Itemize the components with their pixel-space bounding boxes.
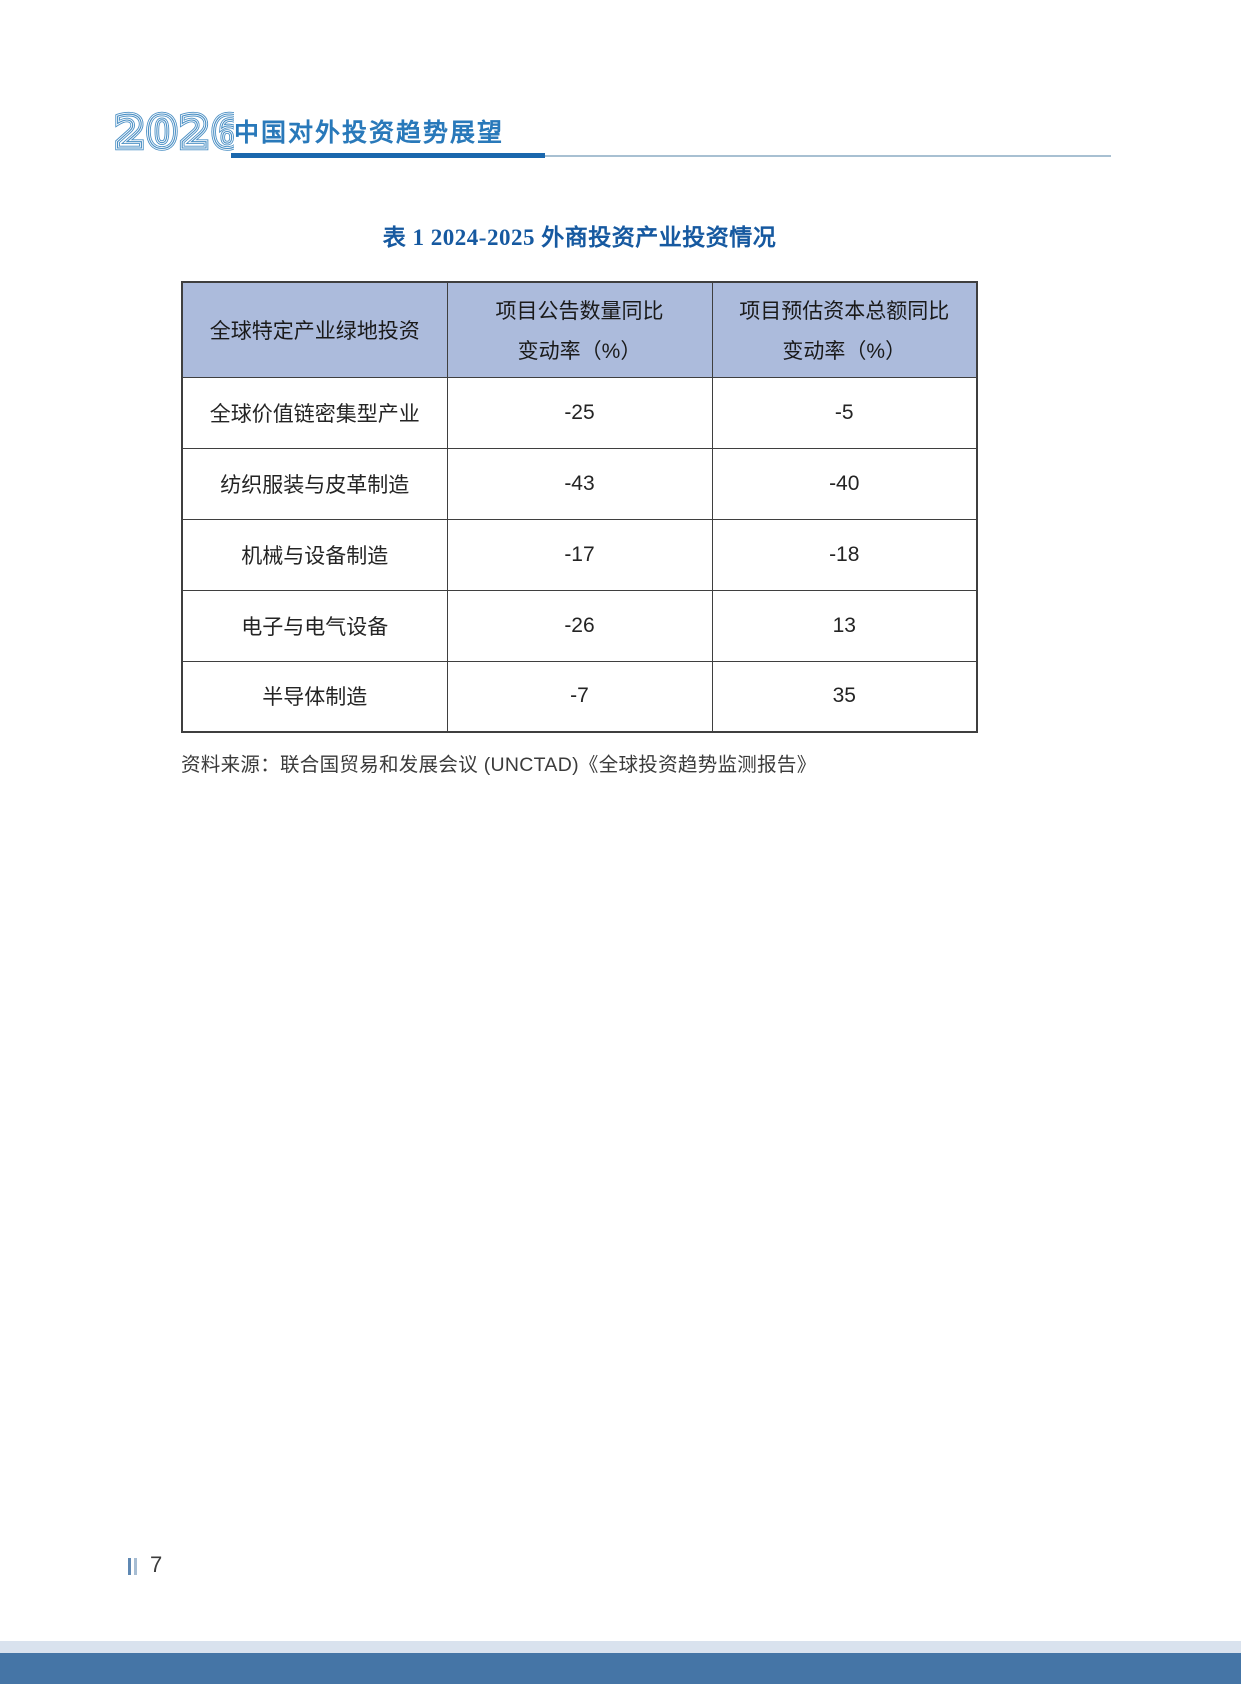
table-cell-industry: 纺织服装与皮革制造: [181, 447, 448, 520]
document-title: 中国对外投资趋势展望: [234, 119, 505, 147]
logo-2026-icon: 2026 2026 2026: [112, 104, 234, 158]
table-cell-project-count-change: -25: [446, 376, 713, 449]
table-cell-project-count-change: -7: [446, 660, 713, 733]
title-underline-light: [545, 155, 1111, 157]
table-cell-capital-total-change: -40: [711, 447, 978, 520]
table-row: 全球价值链密集型产业 -25 -5: [181, 376, 978, 449]
header-cell-project-count-change: 项目公告数量同比 变动率（%）: [446, 281, 713, 378]
page-number-block: 7: [128, 1552, 162, 1578]
table-cell-project-count-change: -17: [446, 518, 713, 591]
table-title: 表 1 2024-2025 外商投资产业投资情况: [382, 225, 777, 250]
header-cell-capital-total-change: 项目预估资本总额同比 变动率（%）: [711, 281, 978, 378]
table-cell-industry: 全球价值链密集型产业: [181, 376, 448, 449]
logo-year-innerline: 2026: [114, 106, 234, 158]
logo-year-midline: 2026: [114, 106, 234, 158]
table-cell-capital-total-change: -5: [711, 376, 978, 449]
header-line: 项目预估资本总额同比: [739, 299, 950, 323]
table-row: 机械与设备制造 -17 -18: [181, 518, 978, 591]
table-cell-industry: 电子与电气设备: [181, 589, 448, 662]
table-header: 全球特定产业绿地投资 项目公告数量同比 变动率（%） 项目预估资本总额同比 变动…: [181, 281, 978, 378]
table-cell-capital-total-change: 13: [711, 589, 978, 662]
table-row: 纺织服装与皮革制造 -43 -40: [181, 447, 978, 520]
table-cell-project-count-change: -26: [446, 589, 713, 662]
title-underline-dark: [231, 153, 545, 158]
table-cell-capital-total-change: 35: [711, 660, 978, 733]
investment-table: 全球特定产业绿地投资 项目公告数量同比 变动率（%） 项目预估资本总额同比 变动…: [181, 281, 978, 733]
logo-year-outline: 2026: [114, 106, 234, 158]
table-cell-capital-total-change: -18: [711, 518, 978, 591]
table-body: 全球价值链密集型产业 -25 -5 纺织服装与皮革制造 -43 -40 机械与设…: [181, 376, 978, 733]
table-row: 电子与电气设备 -26 13: [181, 589, 978, 662]
header-cell-industry: 全球特定产业绿地投资: [181, 281, 448, 378]
header-line: 变动率（%）: [517, 339, 642, 363]
footer-bar-dark: [0, 1653, 1241, 1684]
table-cell-industry: 半导体制造: [181, 660, 448, 733]
header-line: 项目公告数量同比: [495, 299, 664, 323]
page-number: 7: [150, 1552, 163, 1577]
header-line: 全球特定产业绿地投资: [209, 319, 420, 343]
table-cell-industry: 机械与设备制造: [181, 518, 448, 591]
footer-bar-light: [0, 1641, 1241, 1653]
table-row: 半导体制造 -7 35: [181, 660, 978, 733]
source-note: 资料来源：联合国贸易和发展会议 (UNCTAD)《全球投资趋势监测报告》: [181, 754, 817, 776]
page-number-mark-icon: [128, 1558, 137, 1575]
table-header-row: 全球特定产业绿地投资 项目公告数量同比 变动率（%） 项目预估资本总额同比 变动…: [181, 281, 978, 378]
header-line: 变动率（%）: [782, 339, 907, 363]
table-cell-project-count-change: -43: [446, 447, 713, 520]
